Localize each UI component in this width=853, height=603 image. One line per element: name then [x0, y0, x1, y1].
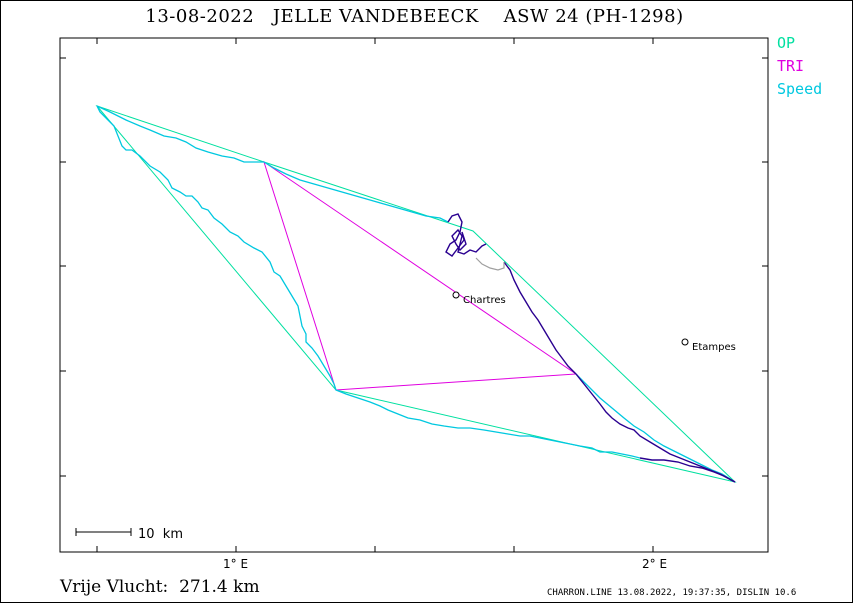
flight-distance: Vrije Vlucht: 271.4 km: [60, 577, 260, 597]
track-fast-segment: [96, 105, 641, 459]
place-etampes: Etampes: [681, 338, 736, 353]
track-fast-segment: [96, 105, 449, 223]
place-chartres: Chartres: [452, 291, 506, 306]
legend-tri: TRI: [777, 57, 805, 75]
footer-info: CHARRON.LINE 13.08.2022, 19:37:35, DISLI…: [547, 588, 797, 598]
x-tick-label-1e: 1° E: [223, 557, 248, 571]
legend-speed: Speed: [777, 80, 823, 98]
track-gap-segment: [475, 257, 505, 271]
track-slow-segment: [445, 213, 487, 257]
place-marker-etampes: [681, 338, 689, 346]
track-slow-segment: [503, 261, 577, 375]
x-tick-label-2e: 2° E: [642, 557, 667, 571]
place-label-chartres: Chartres: [463, 295, 506, 306]
track-slow-segment: [575, 373, 736, 483]
scale-bar-label: 10 km: [138, 527, 183, 542]
tri-triangle: [263, 160, 578, 391]
scale-bar: [75, 528, 132, 536]
flight-title: 13-08-2022 JELLE VANDEBEECK ASW 24 (PH-1…: [145, 6, 684, 27]
place-marker-chartres: [452, 291, 460, 299]
plot-area: [59, 37, 769, 553]
x-ticks: [96, 38, 654, 552]
op-polygon: [95, 104, 737, 483]
track-fast-segment: [575, 373, 736, 483]
place-label-etampes: Etampes: [692, 342, 736, 353]
legend-op: OP: [777, 34, 796, 52]
y-ticks: [60, 57, 768, 477]
